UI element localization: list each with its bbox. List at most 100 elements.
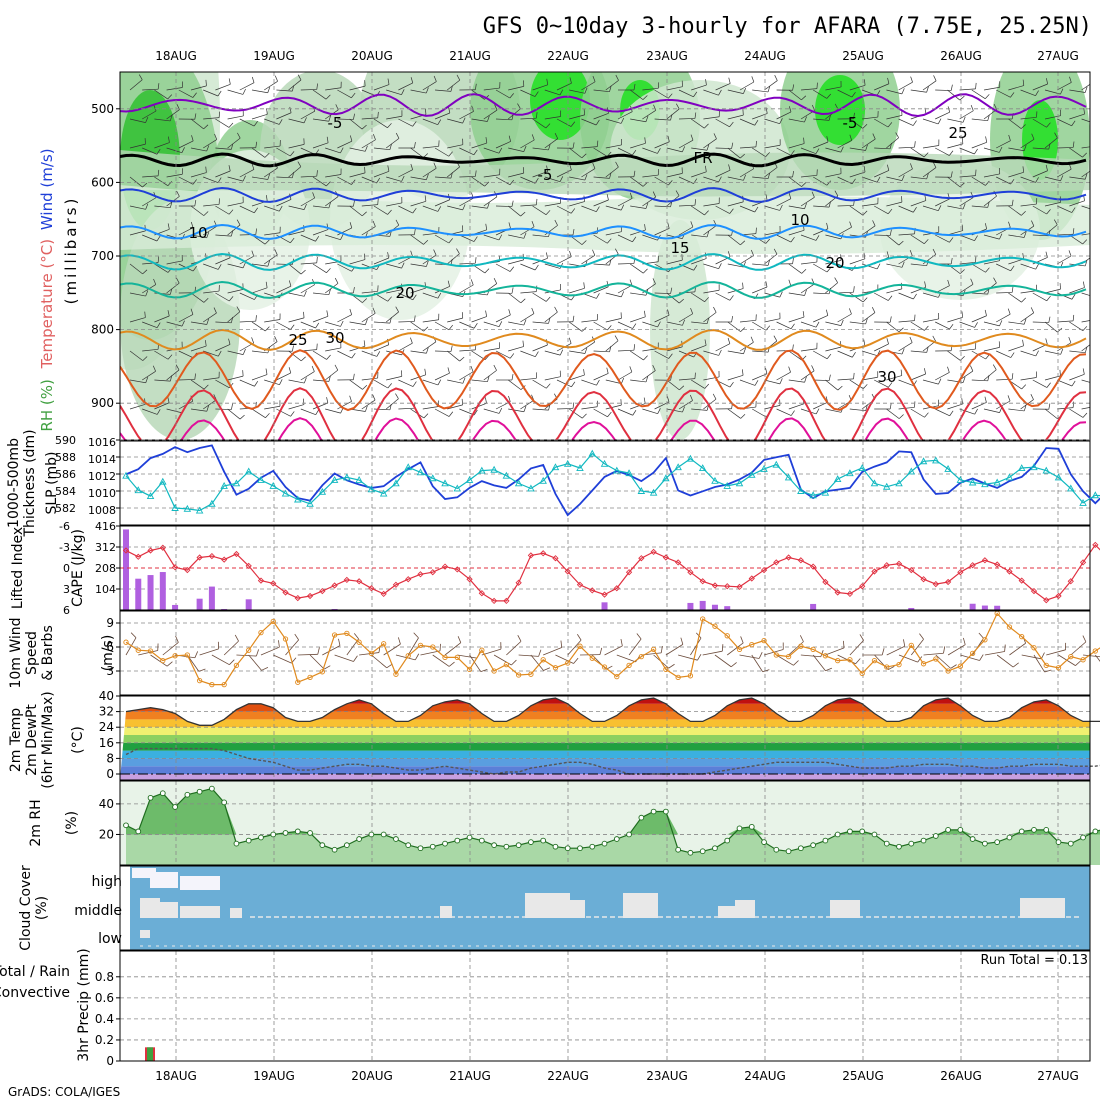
cloud-blocks bbox=[132, 868, 1079, 947]
wind-barb bbox=[898, 205, 914, 213]
wind-barb bbox=[886, 89, 903, 95]
wind-barb bbox=[215, 170, 231, 178]
wind-barb-flag bbox=[694, 112, 697, 119]
wind-barb bbox=[495, 89, 511, 99]
surface-barb-flag bbox=[457, 636, 462, 643]
wind-barb-flag bbox=[206, 405, 210, 412]
wind-barb-flag bbox=[237, 132, 241, 139]
cape-tick: 208 bbox=[95, 562, 116, 575]
wind-barb bbox=[983, 86, 1000, 91]
wind-barb bbox=[849, 84, 866, 91]
wind-barb bbox=[813, 89, 827, 99]
lifted-index-point bbox=[245, 562, 252, 570]
wind-barb bbox=[996, 89, 1011, 98]
wind-barb bbox=[544, 176, 561, 183]
wind-barb-flag bbox=[985, 180, 990, 186]
wind-barb-flag bbox=[372, 307, 376, 314]
wind-speed-point bbox=[920, 661, 927, 667]
wind-barb bbox=[691, 147, 708, 151]
wind-barb-flag bbox=[475, 257, 477, 264]
wind-barb bbox=[593, 176, 610, 179]
rh-point bbox=[1031, 827, 1037, 833]
wind-barb bbox=[251, 176, 268, 180]
wind-barb-flag bbox=[153, 105, 157, 112]
wind-barb bbox=[422, 232, 439, 236]
wind-barb bbox=[837, 350, 853, 358]
thickness-point bbox=[379, 489, 388, 497]
wind-barb-flag bbox=[840, 319, 844, 326]
wind-barb bbox=[1057, 118, 1072, 127]
wind-barb bbox=[1081, 320, 1090, 323]
surface-barb-flag bbox=[721, 644, 724, 652]
wind-barb-flag bbox=[494, 104, 498, 111]
wind-barb bbox=[215, 234, 232, 237]
wind-barb-flag bbox=[349, 308, 352, 315]
surface-barb-flag bbox=[1012, 662, 1019, 668]
wind-barb-flag bbox=[652, 365, 656, 371]
band-group bbox=[120, 698, 1090, 780]
wind-barb bbox=[617, 147, 633, 156]
wind-barb-flag bbox=[536, 198, 538, 205]
surface-barb bbox=[702, 650, 723, 656]
wind-barb-flag bbox=[999, 233, 1003, 240]
wind-barb bbox=[568, 408, 583, 419]
wind-barb-flag bbox=[706, 144, 710, 151]
lifted-index-point bbox=[171, 564, 179, 571]
wind-barb bbox=[276, 89, 293, 92]
rh-point bbox=[577, 845, 583, 852]
wind-barb bbox=[703, 138, 717, 149]
wind-barb bbox=[1020, 203, 1037, 207]
wind-barb bbox=[398, 82, 413, 91]
wind-barb bbox=[727, 263, 744, 268]
wind-barb bbox=[483, 87, 500, 91]
wind-barb bbox=[190, 147, 207, 152]
wind-barb-flag bbox=[168, 136, 170, 143]
wind-barb bbox=[471, 379, 488, 383]
wind-barb-flag bbox=[326, 397, 329, 404]
wind-barb-flag bbox=[898, 240, 904, 246]
wind-barb-flag bbox=[292, 345, 294, 352]
wind-barb bbox=[361, 117, 378, 120]
wind-barb bbox=[605, 205, 622, 211]
wind-speed-point bbox=[896, 661, 902, 668]
cloud-block bbox=[205, 908, 217, 918]
wind-barb bbox=[325, 147, 341, 154]
wind-barb-flag bbox=[668, 93, 673, 99]
wind-barb-flag bbox=[987, 201, 990, 208]
wind-barb bbox=[312, 292, 329, 296]
rh-point bbox=[466, 834, 473, 841]
wind-barb-flag bbox=[353, 113, 355, 120]
wind-barb bbox=[1057, 379, 1073, 387]
wind-barb-flag bbox=[828, 114, 832, 121]
wind-barb bbox=[386, 350, 402, 356]
cape-bar bbox=[196, 598, 203, 610]
contour-label: -5 bbox=[538, 166, 553, 184]
wind-barb bbox=[520, 377, 537, 381]
wind-barb-flag bbox=[718, 176, 722, 183]
wind-barb-flag bbox=[863, 166, 866, 173]
wind-barb-flag bbox=[437, 119, 442, 125]
wind-barb bbox=[264, 80, 278, 91]
wind-speed-point bbox=[761, 637, 767, 644]
temperature-color-bands bbox=[120, 698, 1090, 780]
thickness-point bbox=[735, 479, 744, 487]
wind-barb-flag bbox=[750, 249, 754, 256]
wind-barb-flag bbox=[811, 104, 815, 111]
wind-barb-flag bbox=[362, 384, 368, 390]
wind-barb-flag bbox=[459, 356, 465, 362]
wind-barb-flag bbox=[676, 103, 680, 110]
surface-barb bbox=[604, 645, 623, 656]
wind-barb-flag bbox=[1010, 178, 1015, 185]
wind-speed-point bbox=[331, 632, 338, 638]
wind-barb bbox=[483, 234, 500, 241]
wind-barb bbox=[1044, 202, 1061, 207]
wind-barb bbox=[264, 405, 281, 410]
wind-barb-flag bbox=[498, 321, 503, 327]
wind-barb-flag bbox=[156, 322, 161, 328]
surface-barb bbox=[960, 654, 980, 661]
wind10-panel: 369 10m Wind Speed & Barbs (m/s) bbox=[8, 610, 1100, 696]
surface-barb-flag bbox=[560, 640, 563, 648]
wind-barb bbox=[483, 347, 500, 352]
